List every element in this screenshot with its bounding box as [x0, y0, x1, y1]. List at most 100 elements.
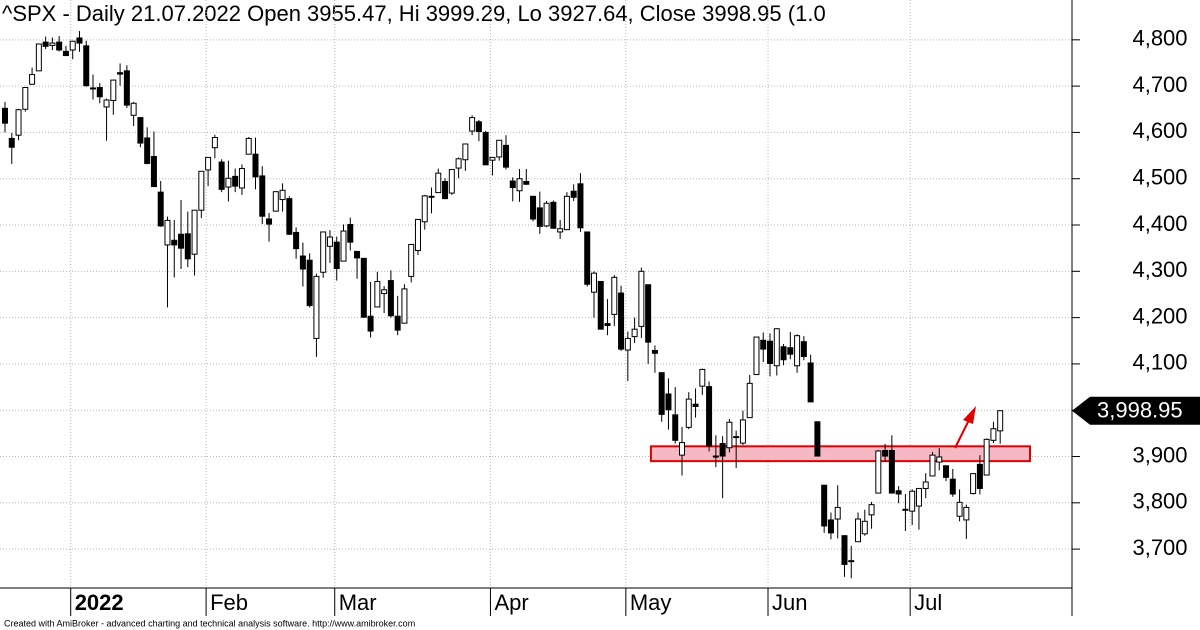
candle-body: [150, 155, 157, 188]
candle-body: [293, 231, 300, 250]
candle-body: [665, 393, 672, 411]
candle-body: [963, 506, 970, 521]
candle-body: [618, 292, 625, 350]
candle-body: [22, 87, 29, 110]
candle-body: [117, 72, 124, 75]
candle-body: [800, 341, 807, 358]
candle-body: [286, 198, 293, 235]
x-tick-label: Mar: [339, 590, 377, 615]
x-tick-label: 2022: [75, 590, 124, 615]
candle-body: [733, 436, 740, 439]
last-price-marker: [1072, 396, 1200, 425]
candle-body: [306, 259, 313, 307]
candle-body: [787, 347, 794, 355]
candle-body: [719, 443, 726, 457]
candle-body: [340, 230, 347, 262]
y-tick-label: 4,400: [1132, 211, 1187, 236]
y-tick-label: 4,200: [1132, 303, 1187, 328]
candle-body: [692, 403, 699, 408]
candle-body: [550, 201, 557, 229]
candle-body: [90, 87, 97, 90]
candle-body: [590, 272, 597, 293]
candle-body: [712, 455, 719, 458]
candle-body: [502, 144, 509, 168]
candle-body: [435, 172, 442, 194]
candle-body: [2, 107, 8, 124]
candle-body: [685, 398, 692, 428]
candle-body: [577, 183, 584, 229]
candle-body: [469, 117, 476, 132]
y-tick-label: 4,800: [1132, 26, 1187, 51]
candle-body: [35, 43, 42, 72]
candle-body: [990, 428, 997, 441]
x-tick-label: Apr: [494, 590, 528, 615]
candle-body: [252, 153, 259, 178]
candle-body: [848, 560, 855, 563]
candle-body: [171, 239, 178, 246]
candle-body: [760, 339, 767, 350]
candle-body: [225, 177, 232, 188]
candle-body: [401, 288, 408, 324]
candle-body: [184, 233, 191, 260]
footer: Created with AmiBroker - advanced charti…: [4, 618, 415, 628]
candle-body: [367, 315, 374, 332]
candle-body: [726, 421, 733, 449]
candle-body: [489, 156, 496, 161]
candle-body: [49, 42, 56, 46]
candle-body: [570, 190, 577, 198]
candle-body: [326, 236, 333, 247]
candle-body: [482, 131, 489, 166]
candle-body: [909, 490, 916, 512]
candle-body: [496, 139, 503, 158]
candle-body: [794, 335, 801, 367]
candle-body: [238, 168, 245, 189]
candle-body: [807, 362, 814, 403]
candle-body: [827, 519, 834, 534]
candle-body: [543, 202, 550, 227]
candle-body: [868, 504, 875, 516]
candle-body: [69, 40, 76, 51]
y-tick-label: 3,700: [1132, 535, 1187, 560]
candle-body: [83, 45, 90, 87]
candle-body: [299, 255, 306, 270]
candle-body: [882, 449, 889, 457]
candle-body: [516, 178, 523, 192]
candle-body: [597, 280, 604, 330]
candle-body: [333, 241, 340, 270]
candle-body: [997, 410, 1004, 432]
candle-body: [895, 490, 902, 495]
candle-body: [936, 456, 943, 463]
candle-body: [130, 102, 137, 116]
candle-body: [902, 508, 909, 511]
candle-body: [103, 99, 110, 108]
candle-body: [563, 195, 570, 231]
candle-body: [746, 382, 753, 419]
candle-body: [62, 50, 69, 57]
candle-body: [679, 442, 685, 456]
candle-body: [861, 520, 868, 535]
candle-body: [394, 315, 401, 331]
candle-body: [929, 454, 936, 477]
candle-body: [536, 207, 543, 227]
candle-body: [279, 189, 286, 201]
candle-body: [888, 449, 895, 494]
candle-body: [347, 224, 354, 243]
y-tick-label: 4,100: [1132, 350, 1187, 375]
candle-body: [144, 137, 151, 164]
y-tick-label: 4,600: [1132, 118, 1187, 143]
candle-body: [56, 41, 63, 51]
candle-body: [557, 228, 564, 233]
candle-body: [211, 137, 218, 149]
candle-body: [970, 473, 977, 495]
candle-body: [624, 337, 631, 351]
candle-body: [780, 346, 787, 361]
candle-body: [232, 175, 239, 187]
candle-body: [706, 386, 713, 447]
candle-body: [767, 340, 774, 364]
candle-body: [611, 276, 618, 315]
candle-body: [29, 74, 36, 85]
candle-body: [96, 87, 103, 98]
candle-body: [739, 419, 746, 444]
candle-body: [110, 79, 117, 101]
candle-body: [821, 484, 828, 527]
